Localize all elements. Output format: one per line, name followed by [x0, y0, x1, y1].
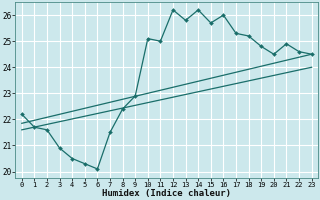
- X-axis label: Humidex (Indice chaleur): Humidex (Indice chaleur): [102, 189, 231, 198]
